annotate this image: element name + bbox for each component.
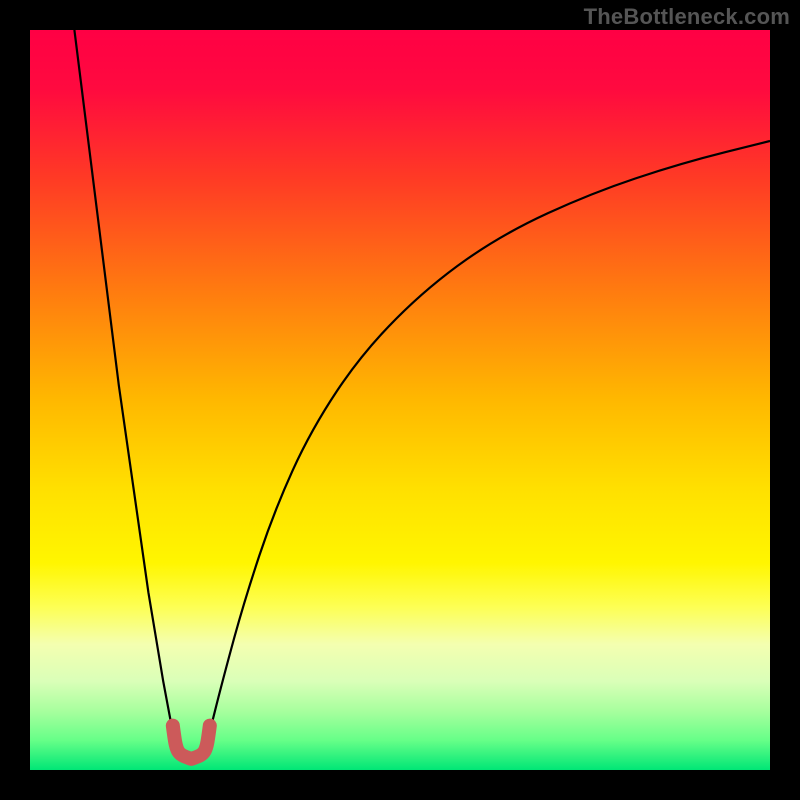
curve-right-branch xyxy=(208,141,770,740)
valley-marker xyxy=(173,726,210,759)
plot-area xyxy=(30,30,770,770)
chart-svg xyxy=(30,30,770,770)
curve-left-branch xyxy=(74,30,174,740)
watermark-text: TheBottleneck.com xyxy=(584,4,790,30)
chart-frame: TheBottleneck.com xyxy=(0,0,800,800)
